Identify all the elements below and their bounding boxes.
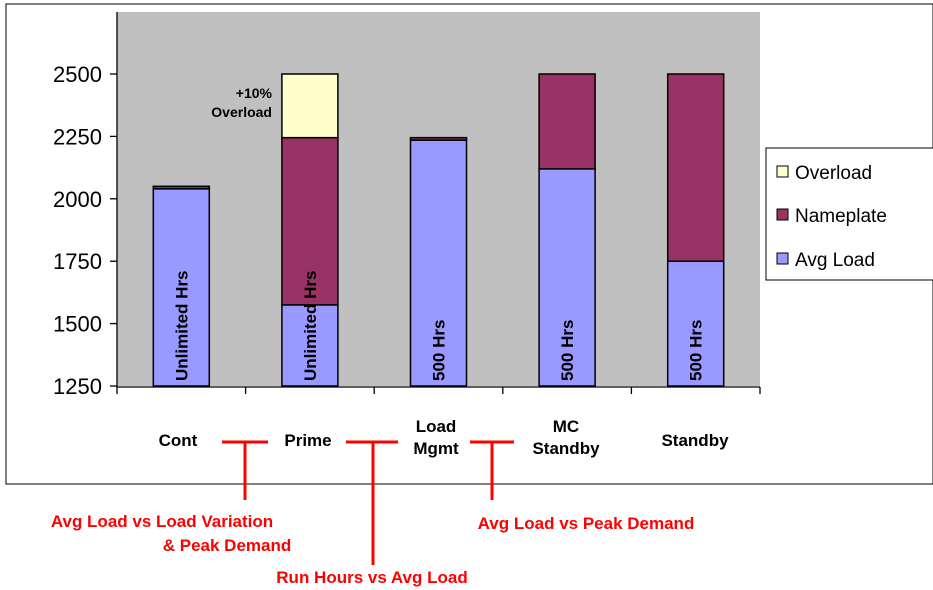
legend-box <box>765 147 933 281</box>
bar-series <box>152 73 725 387</box>
callout-text-1-line-1: Avg Load vs Load Variation <box>51 512 273 531</box>
bar-hours-label: 500 Hrs <box>558 320 577 381</box>
legend-swatch-avg-load <box>776 252 789 265</box>
category-label-mc-standby: MC Standby <box>532 417 600 458</box>
legend-label-nameplate: Nameplate <box>795 206 887 227</box>
legend-swatch-nameplate <box>776 208 789 221</box>
legend-label-avg-load: Avg Load <box>795 250 875 271</box>
callout-text-1-line-2: & Peak Demand <box>163 536 292 555</box>
y-tick-label: 1750 <box>53 249 102 274</box>
category-label-load-mgmt: Load Mgmt <box>413 417 459 458</box>
legend-label-overload: Overload <box>795 163 872 184</box>
bar-segment-nameplate <box>409 136 468 141</box>
y-axis-ticks: 2500 2250 2000 1750 1500 1250 <box>53 62 117 399</box>
legend-swatch-overload <box>776 165 789 178</box>
bar-segment-nameplate <box>281 136 339 306</box>
bar-segment-nameplate <box>152 185 211 190</box>
bar-rotated-labels: Unlimited Hrs Unlimited Hrs 500 Hrs 500 Hrs… <box>172 270 705 381</box>
bar-segment-avg-load <box>281 304 339 387</box>
y-tick-label: 1500 <box>53 312 102 337</box>
bar-segment-overload <box>281 73 339 139</box>
bar-hours-label: 500 Hrs <box>430 320 449 381</box>
category-label-cont: Cont <box>159 431 198 450</box>
callout-text-3: Avg Load vs Peak Demand <box>478 514 695 533</box>
bar-segment-avg-load <box>409 139 468 387</box>
bar-segment-avg-load <box>538 168 596 387</box>
bar-hours-label: Unlimited Hrs <box>172 270 191 381</box>
callout-text-2: Run Hours vs Avg Load <box>276 568 467 587</box>
overload-annotation-line-1: +10% <box>236 85 273 101</box>
legend: Overload Nameplate Avg Load <box>765 147 933 281</box>
bar-segment-nameplate <box>538 73 596 170</box>
overload-annotation-line-2: Overload <box>211 104 272 120</box>
bar-segment-avg-load <box>666 260 725 387</box>
category-label-standby: Standby <box>661 431 729 450</box>
y-tick-label: 2000 <box>53 187 102 212</box>
y-tick-label: 2250 <box>53 124 102 149</box>
y-tick-label: 2500 <box>53 62 102 87</box>
y-tick-label: 1250 <box>53 374 102 399</box>
bar-segment-nameplate <box>666 73 725 262</box>
category-label-prime: Prime <box>284 431 331 450</box>
callout-connectors <box>222 440 514 565</box>
x-axis-ticks <box>116 387 761 394</box>
bar-hours-label: 500 Hrs <box>687 320 706 381</box>
bar-hours-label: Unlimited Hrs <box>301 270 320 381</box>
bar-segment-avg-load <box>152 188 211 387</box>
